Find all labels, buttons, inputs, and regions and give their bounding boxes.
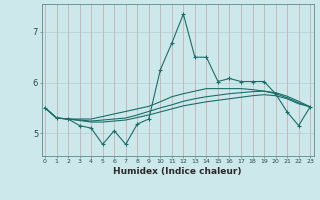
X-axis label: Humidex (Indice chaleur): Humidex (Indice chaleur) [113,167,242,176]
